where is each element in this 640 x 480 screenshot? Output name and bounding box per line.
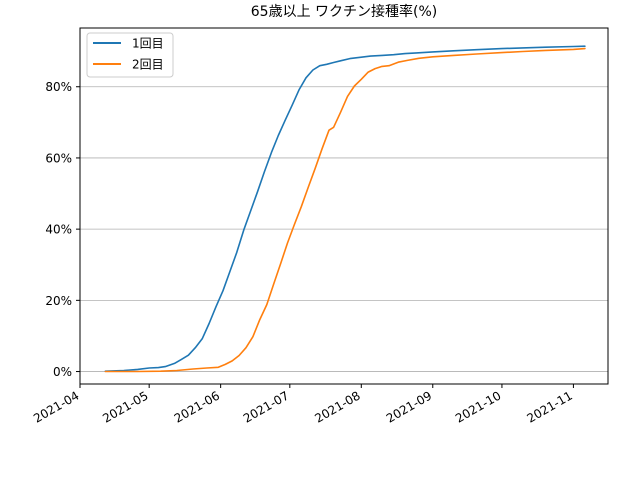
x-tick-label: 2021-11 — [524, 388, 574, 425]
chart-title: 65歳以上 ワクチン接種率(%) — [251, 3, 438, 20]
x-tick-label: 2021-08 — [312, 388, 362, 425]
series-line-2 — [104, 47, 586, 373]
legend: 1回目 2回目 — [86, 32, 174, 78]
x-tick-label: 2021-06 — [172, 388, 222, 425]
series-lines — [104, 45, 586, 373]
y-axis: 0% 20% 40% 60% 80% — [45, 80, 80, 379]
grid-lines — [80, 86, 608, 372]
x-tick-label: 2021-10 — [453, 388, 503, 425]
x-tick-label: 2021-05 — [100, 388, 150, 425]
y-tick-label: 40% — [45, 223, 72, 237]
y-tick-label: 0% — [53, 365, 72, 379]
x-tick-label: 2021-04 — [31, 388, 81, 425]
legend-label-series-1: 1回目 — [132, 37, 164, 51]
legend-label-series-2: 2回目 — [132, 58, 164, 72]
x-axis: 2021-04 2021-05 2021-06 2021-07 2021-08 2021-… — [31, 384, 575, 426]
plot-frame — [79, 27, 609, 385]
y-tick-label: 20% — [45, 294, 72, 308]
x-tick-label: 2021-09 — [384, 388, 434, 425]
y-tick-label: 60% — [45, 151, 72, 165]
y-tick-label: 80% — [45, 80, 72, 94]
series-line-1 — [104, 45, 586, 373]
x-tick-label: 2021-07 — [241, 388, 291, 425]
